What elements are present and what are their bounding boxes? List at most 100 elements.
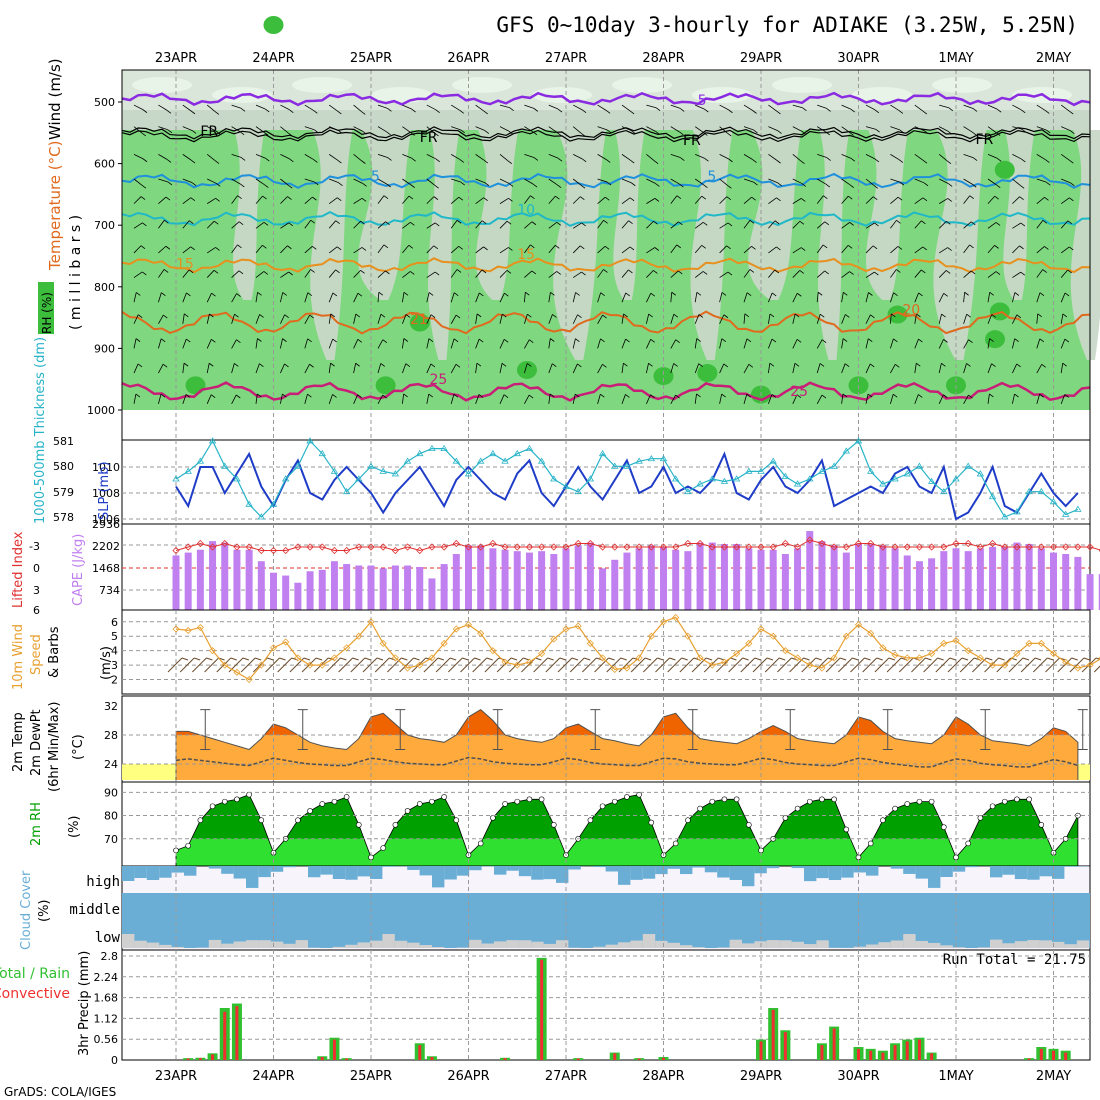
lifted-index-marker	[1037, 543, 1045, 551]
wind-barb	[768, 313, 771, 324]
wind-barb	[987, 104, 998, 110]
wind-barb-flag	[240, 157, 246, 161]
wind-barb	[890, 220, 897, 229]
wind-barb	[768, 197, 777, 204]
wind-barb-flag	[282, 338, 287, 342]
wind-barb-flag	[484, 182, 490, 187]
wind-barb	[158, 219, 165, 229]
cloud-low-gap	[543, 943, 556, 948]
cloud-low-gap	[258, 940, 271, 948]
wind-barb-flag	[361, 197, 367, 202]
wind-barb-flag	[288, 184, 293, 189]
wind-barb-flag	[777, 130, 782, 134]
cloud-low-gap	[878, 942, 891, 948]
wind-barb	[865, 196, 874, 204]
wind-barb-flag	[355, 313, 361, 318]
wind-barb-flag	[897, 246, 903, 250]
wind-barb	[255, 221, 265, 229]
contour-label: 15	[517, 247, 535, 263]
wind-barb-flag	[918, 292, 923, 297]
wind-barb-flag	[289, 109, 294, 113]
thickness-marker	[598, 449, 607, 457]
wind-barb-flag	[411, 157, 416, 162]
wind-barb-flag	[434, 184, 439, 189]
cloud-low-gap	[866, 944, 879, 948]
wind-barb-flag	[696, 393, 701, 398]
wind-barb-flag	[799, 220, 805, 225]
cloud-low-gap	[394, 940, 408, 948]
cloud-high-bar	[208, 866, 222, 869]
wind-barb	[841, 178, 851, 186]
rh2m-low-area	[176, 838, 1078, 866]
wind-barb-flag	[502, 313, 507, 318]
wind-barb-flag	[799, 270, 805, 274]
wind-barb	[475, 220, 483, 229]
top-date-label: 26APR	[447, 51, 489, 66]
lifted-index-marker	[672, 543, 680, 551]
wind-barb	[426, 196, 435, 204]
wind-barb-flag	[728, 158, 733, 163]
rh-saturated-blob	[375, 376, 396, 395]
wind10m-speed-series	[172, 613, 1100, 684]
wind-barb	[304, 269, 311, 278]
lifted-index-marker	[976, 543, 984, 551]
wind-barb-flag	[796, 339, 802, 343]
wind-barb-flag	[257, 338, 262, 342]
wind-barb	[646, 270, 654, 278]
wind-barb	[816, 394, 823, 405]
lifted-index-marker	[403, 543, 412, 551]
wind-barb-flag	[972, 108, 978, 112]
wind10m-barb	[923, 657, 938, 673]
wind-barb-flag	[557, 108, 563, 113]
wind-barb-flag	[240, 107, 246, 112]
wind-barb-flag	[507, 160, 513, 164]
cloud-label: Cloud Cover	[19, 870, 34, 950]
wind-barb	[475, 178, 486, 184]
wind-barb-flag	[821, 394, 827, 399]
wind-barb	[743, 338, 748, 349]
wind10m-marker	[355, 632, 363, 640]
wind10m-marker	[538, 649, 546, 658]
bottom-date-label: 2MAY	[1036, 1069, 1071, 1084]
thickness-marker	[976, 470, 985, 477]
wind10m-barb-flag	[267, 657, 274, 661]
lifted-index-marker	[233, 543, 241, 551]
wind-barb	[694, 245, 703, 254]
wind-barb	[938, 394, 944, 405]
cape-bar	[513, 551, 521, 610]
cape-bar	[221, 542, 229, 610]
wind10m-marker	[806, 661, 814, 669]
thickness-marker	[233, 475, 241, 482]
cloud-level-low: low	[95, 930, 121, 946]
wind-barb-flag	[850, 108, 855, 113]
wind-barb	[426, 126, 435, 134]
top-date-label: 23APR	[155, 51, 197, 66]
cape-bar	[440, 564, 448, 610]
lifted-index-marker	[196, 539, 204, 548]
cloud-low-gap	[283, 943, 296, 948]
wind-barb	[524, 244, 531, 254]
thickness-marker	[879, 480, 887, 487]
thickness-marker	[550, 475, 558, 482]
wind-barb	[280, 196, 288, 204]
rh2m-marker	[611, 798, 618, 805]
wind-barb	[402, 153, 412, 159]
wind-barb	[987, 222, 997, 229]
wind10m-barb	[1008, 657, 1024, 673]
cloud-low-gap	[729, 939, 742, 948]
cloud-high-bar	[370, 866, 383, 879]
wind-barb	[255, 271, 265, 278]
wind10m-marker	[586, 639, 594, 648]
cloud-high-bar	[890, 866, 904, 869]
wind10m-marker	[647, 632, 655, 640]
wind-barb	[280, 178, 289, 186]
wind-barb-flag	[456, 219, 462, 224]
contour-label: 21	[410, 312, 428, 328]
wind-barb-flag	[142, 222, 147, 227]
wind-barb-flag	[580, 196, 585, 200]
wind10m-marker	[428, 654, 436, 662]
wind-barb	[1060, 394, 1066, 404]
y-tick-label: -3	[29, 540, 40, 553]
thickness-marker	[806, 475, 814, 482]
